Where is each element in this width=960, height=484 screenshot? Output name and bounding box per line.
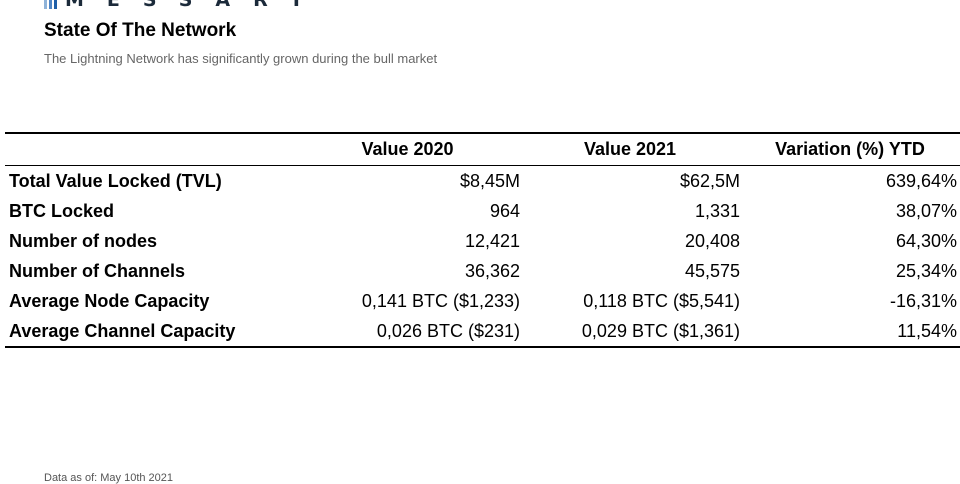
variation-cell: 25,34% (895, 260, 957, 281)
network-stats-table: Value 2020 Value 2021 Variation (%) YTD … (5, 132, 960, 348)
brand-logo: MESSART (44, 0, 326, 11)
value-2021-cell: 0,118 BTC ($5,541) (583, 290, 740, 311)
column-header-value-2021: Value 2021 (583, 139, 677, 159)
variation-cell: 11,54% (897, 320, 957, 341)
value-2020-cell: 0,141 BTC ($1,233) (361, 290, 520, 311)
table-row: Number of nodes 12,421 20,408 64,30% (5, 226, 960, 256)
value-2020-cell: 36,362 (464, 260, 520, 281)
value-2021-cell: 1,331 (694, 200, 740, 221)
row-label: BTC Locked (9, 200, 115, 221)
variation-cell: -16,31% (889, 290, 957, 311)
variation-cell: 38,07% (895, 200, 957, 221)
column-header-label (5, 133, 295, 166)
variation-cell: 639,64% (885, 170, 957, 191)
table-row: Total Value Locked (TVL) $8,45M $62,5M 6… (5, 166, 960, 197)
table-row: BTC Locked 964 1,331 38,07% (5, 196, 960, 226)
value-2021-cell: $62,5M (679, 170, 740, 191)
table-row: Number of Channels 36,362 45,575 25,34% (5, 256, 960, 286)
value-2020-cell: 964 (489, 200, 520, 221)
value-2020-cell: 0,026 BTC ($231) (376, 320, 520, 341)
column-header-variation: Variation (%) YTD (775, 139, 925, 159)
value-2021-cell: 45,575 (684, 260, 740, 281)
column-header-value-2020: Value 2020 (361, 139, 454, 159)
table-header-row: Value 2020 Value 2021 Variation (%) YTD (5, 133, 960, 166)
variation-cell: 64,30% (895, 230, 957, 251)
page-title: State Of The Network (44, 20, 237, 41)
value-2021-cell: 20,408 (684, 230, 740, 251)
row-label: Average Channel Capacity (9, 320, 236, 341)
row-label: Total Value Locked (TVL) (9, 170, 222, 191)
brand-wordmark: MESSART (65, 0, 326, 11)
row-label: Number of Channels (9, 260, 186, 281)
row-label: Average Node Capacity (9, 290, 210, 311)
table-row: Average Node Capacity 0,141 BTC ($1,233)… (5, 286, 960, 316)
value-2021-cell: 0,029 BTC ($1,361) (581, 320, 740, 341)
row-label: Number of nodes (9, 230, 158, 251)
value-2020-cell: $8,45M (459, 170, 520, 191)
data-date-note: Data as of: May 10th 2021 (44, 472, 174, 484)
messari-bars-icon (44, 0, 57, 9)
table-row: Average Channel Capacity 0,026 BTC ($231… (5, 316, 960, 347)
value-2020-cell: 12,421 (464, 230, 520, 251)
page-subtitle: The Lightning Network has significantly … (44, 51, 438, 66)
